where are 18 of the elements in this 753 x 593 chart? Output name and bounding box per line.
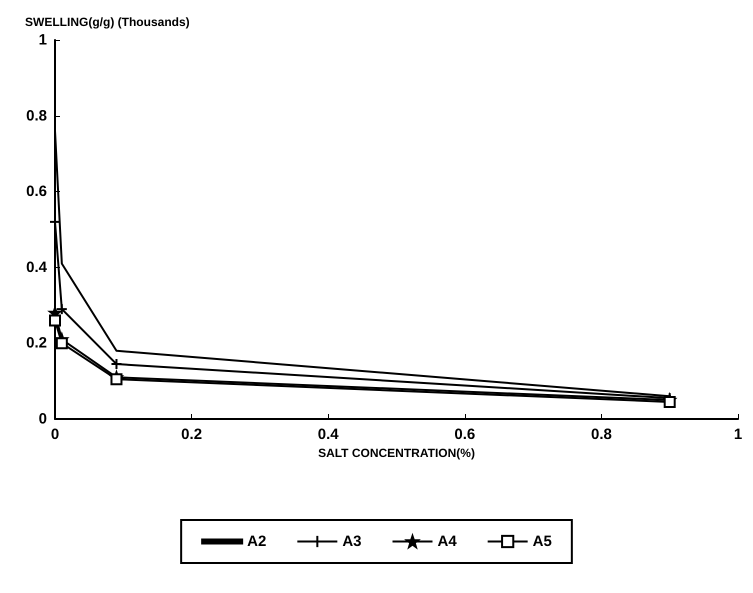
x-tick-label: 0.4 xyxy=(318,426,340,443)
y-tick-label: 0.8 xyxy=(26,107,47,124)
legend-label: A4 xyxy=(438,533,458,550)
y-tick-label: 0.4 xyxy=(26,258,48,276)
x-tick-label: 0.8 xyxy=(590,426,612,443)
x-tick-label: 0.2 xyxy=(181,426,202,443)
legend-label: A5 xyxy=(532,533,552,550)
x-axis-title: SALT CONCENTRATION(%) xyxy=(318,446,475,460)
y-tick-label: 0.2 xyxy=(26,334,47,352)
x-tick-label: 1 xyxy=(734,426,742,443)
y-tick-label: 0.6 xyxy=(26,183,47,200)
y-tick-label: 1 xyxy=(38,32,47,48)
x-tick-label: 0.6 xyxy=(454,426,476,443)
legend-label: A2 xyxy=(247,533,266,550)
y-axis-title: SWELLING(g/g) (Thousands) xyxy=(25,15,190,29)
legend-label: A3 xyxy=(342,533,362,550)
x-tick-label: 0 xyxy=(50,426,60,443)
y-tick-label: 0 xyxy=(38,410,47,428)
